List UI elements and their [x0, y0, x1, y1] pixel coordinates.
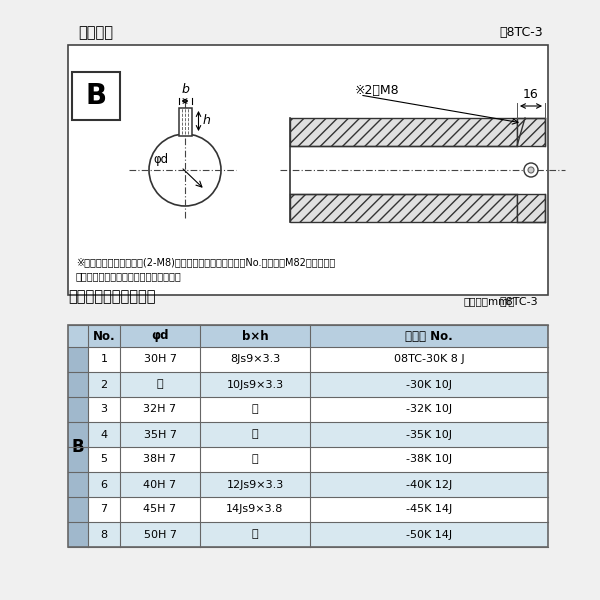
Circle shape	[524, 163, 538, 177]
Text: 10Js9×3.3: 10Js9×3.3	[226, 379, 284, 389]
Text: 8: 8	[100, 529, 107, 539]
Bar	[68, 497, 548, 522]
Bar	[68, 447, 548, 472]
Text: 〃: 〃	[157, 379, 163, 389]
Text: 6: 6	[101, 479, 107, 490]
Circle shape	[149, 134, 221, 206]
Bar	[68, 422, 548, 447]
Text: 14Js9×3.8: 14Js9×3.8	[226, 505, 284, 514]
Text: b: b	[181, 83, 189, 96]
Bar	[179, 108, 191, 136]
Text: 1: 1	[101, 355, 107, 364]
Text: B: B	[71, 438, 85, 456]
Text: 35H 7: 35H 7	[143, 430, 176, 439]
Text: 8Js9×3.3: 8Js9×3.3	[230, 355, 280, 364]
Text: 軸穴形状コード一覧表: 軸穴形状コード一覧表	[68, 289, 155, 304]
Text: 〃: 〃	[251, 529, 259, 539]
Bar	[72, 72, 120, 120]
Text: 軸穴形状: 軸穴形状	[78, 25, 113, 40]
Text: 〃: 〃	[251, 404, 259, 415]
Text: 30H 7: 30H 7	[143, 355, 176, 364]
Bar	[68, 45, 548, 295]
Polygon shape	[517, 194, 545, 222]
Text: 〃: 〃	[251, 430, 259, 439]
Text: φd: φd	[154, 154, 169, 166]
Bar	[290, 194, 517, 222]
Text: -32K 10J: -32K 10J	[406, 404, 452, 415]
Text: -38K 10J: -38K 10J	[406, 455, 452, 464]
Text: 32H 7: 32H 7	[143, 404, 176, 415]
Text: No.: No.	[92, 329, 115, 343]
Text: 表8TC-3: 表8TC-3	[499, 296, 538, 306]
Text: -35K 10J: -35K 10J	[406, 430, 452, 439]
Text: φd: φd	[151, 329, 169, 343]
Text: 12Js9×3.3: 12Js9×3.3	[226, 479, 284, 490]
Text: 4: 4	[100, 430, 107, 439]
Bar	[290, 118, 517, 146]
Text: 16: 16	[523, 88, 539, 101]
Text: 50H 7: 50H 7	[143, 529, 176, 539]
Text: -45K 14J: -45K 14J	[406, 505, 452, 514]
Bar	[68, 325, 548, 347]
Text: 3: 3	[101, 404, 107, 415]
Bar	[68, 347, 88, 547]
Text: 〃: 〃	[251, 455, 259, 464]
Bar	[68, 372, 548, 397]
Text: h: h	[203, 115, 211, 127]
Bar	[68, 347, 548, 372]
Text: 囸8TC-3: 囸8TC-3	[499, 26, 543, 40]
Polygon shape	[517, 118, 545, 146]
Text: 40H 7: 40H 7	[143, 479, 176, 490]
Bar	[68, 472, 548, 497]
Text: 38H 7: 38H 7	[143, 455, 176, 464]
Text: 2: 2	[100, 379, 107, 389]
Text: 5: 5	[101, 455, 107, 464]
Text: コード No.: コード No.	[405, 329, 453, 343]
Circle shape	[528, 167, 534, 173]
Bar	[68, 397, 548, 422]
Text: B: B	[85, 82, 107, 110]
Text: ※2－M8: ※2－M8	[355, 83, 400, 97]
Text: -50K 14J: -50K 14J	[406, 529, 452, 539]
Text: -40K 12J: -40K 12J	[406, 479, 452, 490]
Text: 45H 7: 45H 7	[143, 505, 176, 514]
Text: -30K 10J: -30K 10J	[406, 379, 452, 389]
Text: 08TC-30K 8 J: 08TC-30K 8 J	[394, 355, 464, 364]
Text: （セットボルトは付属されています。）: （セットボルトは付属されています。）	[76, 271, 182, 281]
Text: b×h: b×h	[242, 329, 268, 343]
Bar	[68, 522, 548, 547]
Bar	[68, 325, 548, 547]
Text: 7: 7	[100, 505, 107, 514]
Text: ※セットボルト用タップ(2-M8)が必要な場合は右記コードNo.の末尾にM82を付ける。: ※セットボルト用タップ(2-M8)が必要な場合は右記コードNo.の末尾にM82を…	[76, 257, 335, 267]
Text: （単位：mm）: （単位：mm）	[463, 296, 515, 306]
